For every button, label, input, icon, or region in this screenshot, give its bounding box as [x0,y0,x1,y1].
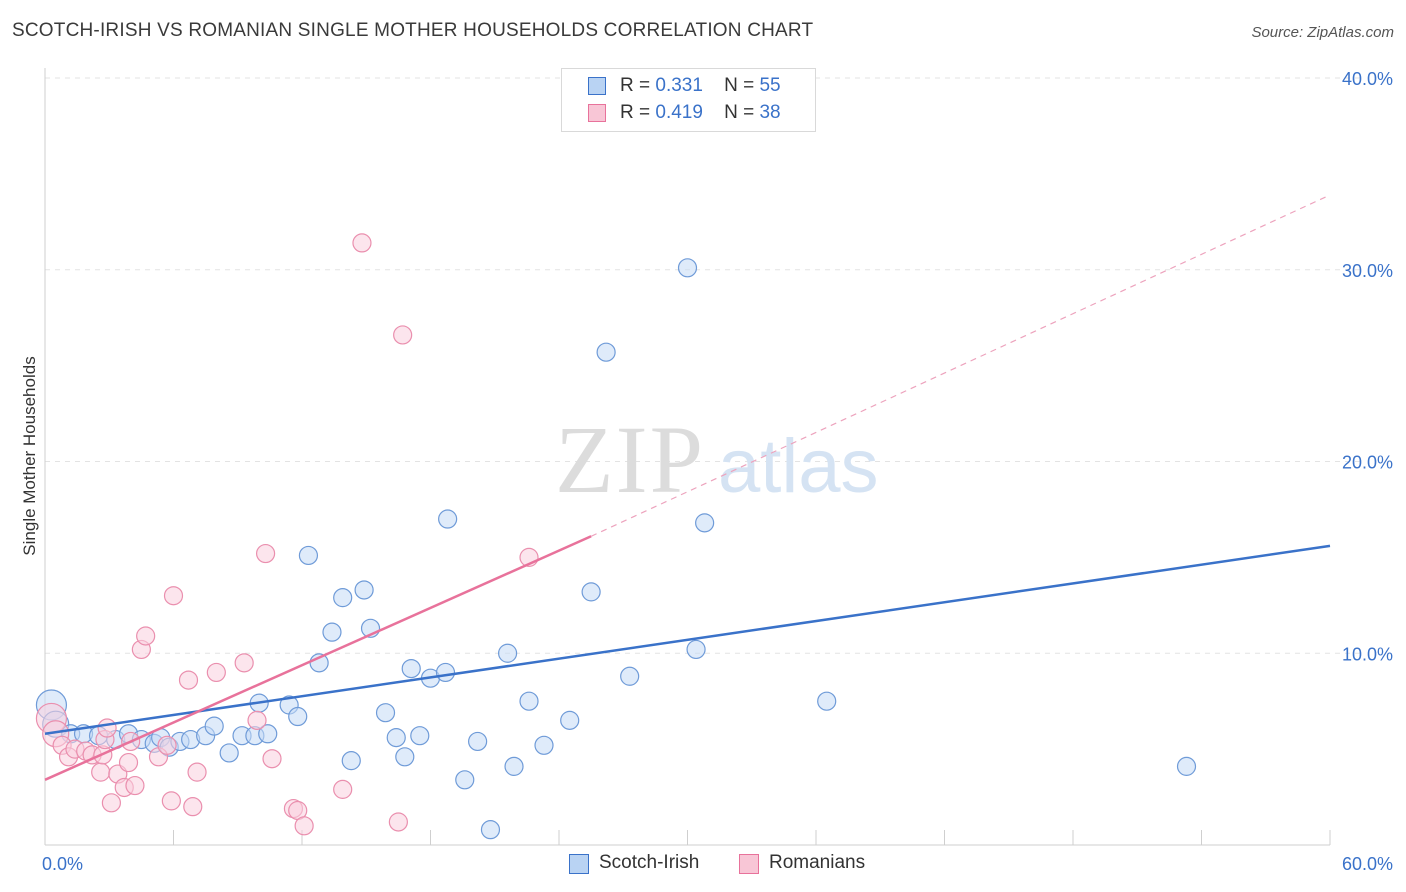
romanian-point [294,816,314,836]
scotch-irish-point [1176,756,1197,776]
source-credit: Source: ZipAtlas.com [1251,24,1394,41]
stats-legend: R = 0.331 N = 55 R = 0.419 N = 38 [561,68,816,132]
legend-n-value: 38 [759,102,781,123]
x-tick-label-min: 0.0% [42,854,83,874]
romanian-points [35,233,539,836]
scotch-irish-point [620,666,640,686]
y-tick-label: 30.0% [1342,261,1393,281]
legend-swatch-scotch-irish [588,77,606,95]
romanian-point [157,735,177,755]
series-swatch-romanians [739,854,759,874]
scotch-irish-point [219,743,239,763]
series-swatch-scotch-irish [569,854,589,874]
romanian-point [136,626,156,646]
scotch-irish-trend-line [44,544,1331,736]
series-label-romanians: Romanians [769,852,866,873]
scotch-irish-point [455,770,475,790]
legend-r-value: 0.419 [655,102,703,123]
scotch-irish-point [258,724,278,744]
scotch-irish-point [395,747,415,767]
y-tick-label: 40.0% [1342,69,1393,89]
x-tick-label-max: 60.0% [1342,854,1393,874]
romanian-point [118,752,139,773]
scotch-irish-point [677,258,698,278]
trend-lines [44,194,1331,781]
scotch-irish-point [375,703,396,723]
scotch-irish-point [504,756,524,776]
scotch-irish-points [35,258,1197,840]
axes [44,68,1331,846]
legend-n-value: 55 [759,75,781,96]
romanian-point [187,762,207,782]
romanian-point [125,775,145,796]
legend-n-label: N = [724,75,755,96]
legend-swatch-romanians [588,104,606,122]
scotch-irish-point [435,662,456,683]
scotch-irish-point [468,731,488,752]
romanian-point [255,543,276,564]
romanian-point [97,718,117,738]
romanian-point [163,586,184,606]
romanian-point [388,812,408,832]
scotch-irish-point [695,513,715,533]
romanian-point [262,749,282,769]
scotch-irish-point [354,580,374,600]
scotch-irish-point [386,728,406,748]
romanian-point [101,793,121,813]
romanian-point [352,233,372,253]
scotch-irish-point [560,710,580,730]
scotch-irish-point [686,639,706,660]
grid-lines [45,77,1360,654]
scotch-irish-point [438,509,458,529]
scotch-irish-point [581,582,601,602]
scotch-irish-point [596,342,616,362]
romanian-point [333,779,353,799]
scotch-irish-point [298,545,319,566]
scotch-irish-point [204,716,224,736]
romanian-point [247,710,267,730]
romanian-point [393,325,413,345]
scotch-irish-point [410,726,430,746]
romanian-point [178,670,199,690]
watermark: ZIP atlas [555,406,879,513]
series-legend: Scotch-Irish Romanians [0,852,1406,876]
romanian-trend-line [44,535,592,781]
watermark-zip: ZIP [555,406,705,513]
y-axis-label: Single Mother Households [20,356,39,555]
romanian-trend-extension [590,194,1331,537]
scotch-irish-point [480,820,501,840]
scotch-irish-point [401,658,421,679]
romanian-point [234,653,254,673]
scotch-irish-point [333,588,353,608]
scotch-irish-point [341,751,361,771]
legend-r-value: 0.331 [655,75,703,96]
romanian-point [206,662,226,683]
scotch-irish-point [817,691,837,711]
tick-labels: 10.0% 20.0% 30.0% 40.0% 0.0% 60.0% [42,69,1393,874]
romanian-point [91,762,111,782]
legend-r-label: R = [620,75,651,96]
series-label-scotch-irish: Scotch-Irish [599,852,700,873]
scotch-irish-point [322,622,342,642]
y-tick-label: 20.0% [1342,453,1393,473]
y-tick-label: 10.0% [1342,644,1393,664]
scotch-irish-point [288,706,308,727]
romanian-point [183,797,203,817]
chart-title: SCOTCH-IRISH VS ROMANIAN SINGLE MOTHER H… [12,20,814,41]
scotch-irish-point [519,691,539,711]
legend-r-label: R = [620,102,651,123]
scotch-irish-point [498,643,518,663]
legend-n-label: N = [724,102,755,123]
romanian-point [161,791,181,811]
watermark-atlas: atlas [718,424,879,509]
scotch-irish-point [534,735,554,755]
